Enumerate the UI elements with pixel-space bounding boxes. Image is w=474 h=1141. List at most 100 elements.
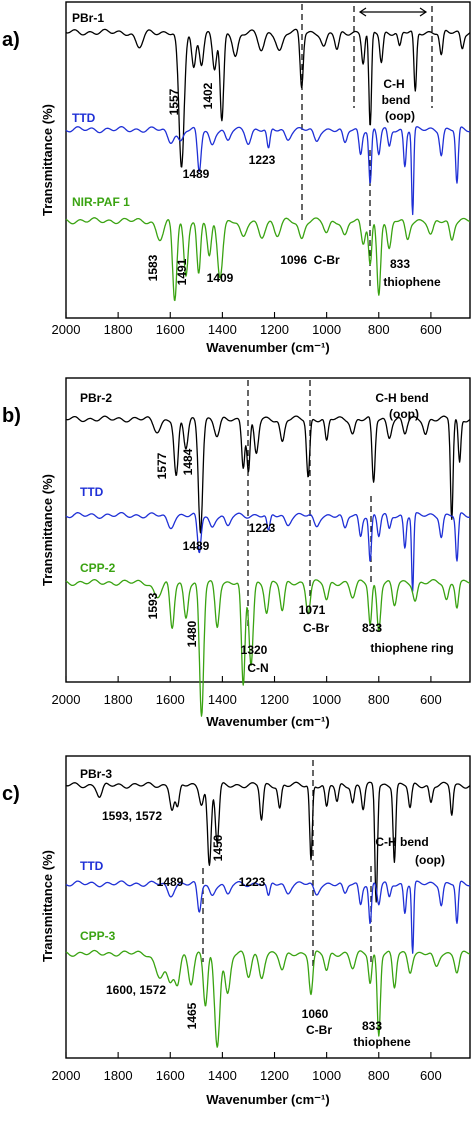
- panel-b-annotation: C-Br: [303, 621, 329, 635]
- panel-b-guides: [247, 380, 372, 626]
- panel-a-tick-label: 1200: [260, 322, 289, 337]
- panel-c-spectrum-pbr-3: [65, 781, 471, 903]
- panel-c-ticks: [65, 1052, 432, 1058]
- panel-c-tick-label: 1800: [104, 1068, 133, 1083]
- panel-b-tick-label: 2000: [52, 692, 81, 707]
- panel-b-x-axis-label: Wavenumber (cm⁻¹): [206, 714, 329, 729]
- panel-c-letter-visible: c): [2, 783, 20, 805]
- panel-c-tick-labels: 2000 1800 1600 1400 1200 1000 800 600: [52, 1068, 442, 1083]
- panel-a-annotation: 1096 C-Br: [280, 253, 340, 267]
- panel-c-annotation: C-Br: [306, 1023, 332, 1037]
- panel-c-annotation: C-H bend: [375, 835, 428, 849]
- panel-b-y-axis-label: Transmittance (%): [40, 474, 55, 586]
- panel-a-tick-label: 600: [420, 322, 442, 337]
- panel-c-annotation: thiophene: [353, 1035, 411, 1049]
- panel-c-tick-label: 1200: [260, 1068, 289, 1083]
- panel-c-series-label-ttd: TTD: [80, 859, 104, 873]
- panel-a-spectrum-ttd: [65, 126, 471, 216]
- panel-b-spectrum-pbr-2: [65, 415, 471, 534]
- panel-b-spectra: [65, 415, 471, 717]
- panel-a-annotation: thiophene: [383, 275, 441, 289]
- panel-a-series-label-ttd: TTD: [72, 111, 96, 125]
- panel-c-x-axis-label: Wavenumber (cm⁻¹): [206, 1092, 329, 1107]
- panel-a-annotation: 1409: [207, 271, 234, 285]
- panel-b: b) Transmittance (%) Wavenumber (cm⁻¹) 2…: [2, 377, 471, 729]
- panel-b-tick-label: 1400: [208, 692, 237, 707]
- panel-b-annotation: 1480: [185, 620, 199, 647]
- panel-a-spectra: [65, 28, 471, 302]
- panel-a-annotation: bend: [382, 93, 411, 107]
- panel-a-arrow-heads: [358, 7, 428, 17]
- panel-c-annotation: (oop): [415, 853, 445, 867]
- panel-b-annotation: 1223: [249, 521, 276, 535]
- panel-b-letter: b): [2, 405, 21, 427]
- panel-b-series-label-pbr-2: PBr-2: [80, 391, 112, 405]
- panel-a-y-axis-label: Transmittance (%): [40, 104, 55, 216]
- panel-a-spectrum-nir-paf-1: [65, 217, 471, 302]
- panel-a-series-label-nir-paf-1: NIR-PAF 1: [72, 195, 130, 209]
- panel-c-frame: [65, 755, 471, 1059]
- panel-a-tick-label: 1400: [208, 322, 237, 337]
- panel-a-frame: [65, 1, 471, 319]
- panel-b-tick-label: 1800: [104, 692, 133, 707]
- panel-c-tick-label: 800: [368, 1068, 390, 1083]
- panel-c: c) c) Transmittance (%) Wavenumber (cm⁻¹…: [2, 755, 471, 1107]
- panel-c-spectrum-cpp-3: [65, 949, 471, 1048]
- panel-a-tick-label: 2000: [52, 322, 81, 337]
- panel-b-annotation: 1489: [183, 539, 210, 553]
- panel-b-annotation: 1320: [241, 643, 268, 657]
- panel-a-ticks: [65, 312, 432, 318]
- panel-b-tick-label: 800: [368, 692, 390, 707]
- panel-b-tick-label: 1200: [260, 692, 289, 707]
- panel-a-annotation: 833: [390, 257, 410, 271]
- panel-b-annotation: (oop): [389, 407, 419, 421]
- panel-c-annotation: 1600, 1572: [106, 983, 166, 997]
- panel-b-tick-labels: 2000 1800 1600 1400 1200 1000 800 600: [52, 692, 442, 707]
- panel-b-ticks: [65, 676, 432, 682]
- panel-c-spectrum-ttd: [65, 880, 471, 954]
- panel-a-annotation: 1491: [175, 258, 189, 285]
- panel-b-annotation: 1577: [155, 452, 169, 479]
- panel-a-annotation: 1489: [183, 167, 210, 181]
- panel-a-annotation: (oop): [385, 109, 415, 123]
- panel-b-spectrum-cpp-2: [65, 579, 471, 717]
- panel-b-annotation: 1593: [146, 592, 160, 619]
- panel-a-series-label-pbr-1: PBr-1: [72, 11, 104, 25]
- panel-a-spectrum-pbr-1: [65, 28, 471, 168]
- panel-c-annotation: 1489: [157, 875, 184, 889]
- panel-c-series-label-pbr-3: PBr-3: [80, 767, 112, 781]
- panel-b-tick-label: 1000: [312, 692, 341, 707]
- panel-a-annotations: 1557 1402 1489 1223 1583 1491 1409 1096 …: [146, 77, 441, 289]
- panel-b-annotation: 1071: [299, 603, 326, 617]
- panel-a-x-axis-label: Wavenumber (cm⁻¹): [206, 340, 329, 355]
- panel-c-annotation: 1465: [185, 1002, 199, 1029]
- panel-c-guides: [202, 760, 372, 970]
- panel-c-tick-label: 1000: [312, 1068, 341, 1083]
- panel-c-annotation: 1223: [239, 875, 266, 889]
- panel-b-series-label-cpp-2: CPP-2: [80, 561, 116, 575]
- panel-c-annotation: 1450: [211, 834, 225, 861]
- panel-b-annotation: 833: [362, 621, 382, 635]
- panel-c-annotations: 1593, 1572 1450 1489 1223 1600, 1572 146…: [102, 809, 445, 1049]
- panel-a-annotation: 1223: [249, 153, 276, 167]
- panel-c-series-label-cpp-3: CPP-3: [80, 929, 116, 943]
- panel-a-guides: [301, 4, 433, 290]
- panel-a-annotation: 1402: [201, 82, 215, 109]
- panel-a-tick-labels: 2000 1800 1600 1400 1200 1000 800 600: [52, 322, 442, 337]
- panel-a-tick-label: 1600: [156, 322, 185, 337]
- panel-b-spectrum-ttd: [65, 511, 471, 592]
- panel-b-annotation: 1484: [181, 448, 195, 475]
- panel-b-annotation: thiophene ring: [370, 641, 453, 655]
- panel-c-annotation: 1593, 1572: [102, 809, 162, 823]
- panel-b-series-label-ttd: TTD: [80, 485, 104, 499]
- panel-b-tick-label: 1600: [156, 692, 185, 707]
- panel-b-annotation: C-H bend: [375, 391, 428, 405]
- panel-b-annotation: C-N: [247, 661, 268, 675]
- panel-c-tick-label: 600: [420, 1068, 442, 1083]
- panel-a-tick-label: 1000: [312, 322, 341, 337]
- panel-a: a) Transmittance (%) Wavenumber (cm⁻¹) 2…: [2, 1, 471, 355]
- panel-b-annotations: 1577 1484 1489 1223 1593 1480 1320 C-N 1…: [146, 391, 454, 675]
- panel-c-y-axis-label: Transmittance (%): [40, 850, 55, 962]
- panel-c-annotation: 1060: [302, 1007, 329, 1021]
